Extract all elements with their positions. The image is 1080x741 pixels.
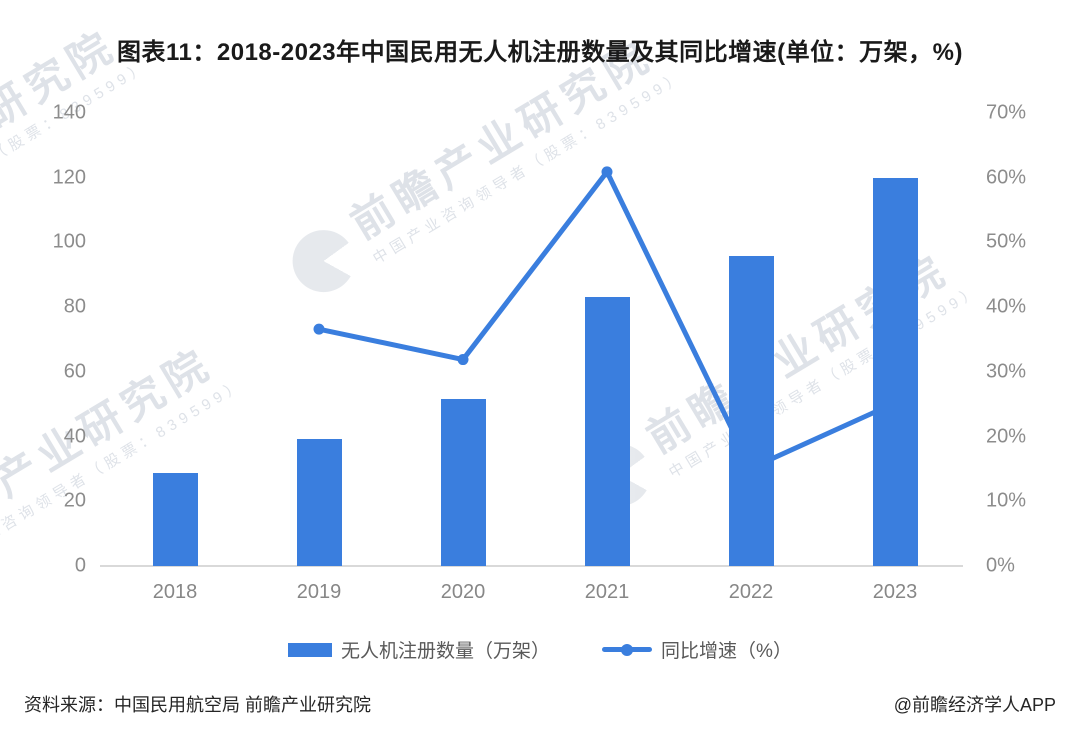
x-label-2023: 2023 bbox=[872, 581, 918, 603]
line-point-2021 bbox=[601, 166, 613, 178]
x-label-2019: 2019 bbox=[296, 581, 342, 603]
footer: 资料来源：中国民用航空局 前瞻产业研究院 @前瞻经济学人APP bbox=[24, 691, 1056, 717]
legend-label: 同比增速（%） bbox=[661, 641, 792, 662]
watermark-subtext: 中国产业咨询领导者（股票：839599） bbox=[666, 281, 984, 482]
bar-2019 bbox=[296, 439, 342, 566]
y-tick-left-0: 0 bbox=[74, 554, 86, 577]
watermark-text: 前瞻产业研究院 bbox=[638, 244, 957, 462]
line-point-2020 bbox=[457, 354, 469, 366]
x-label-2018: 2018 bbox=[152, 581, 198, 603]
y-tick-left-100: 100 bbox=[52, 230, 86, 253]
y-tick-left-80: 80 bbox=[63, 295, 86, 318]
y-tick-right-20%: 20% bbox=[986, 425, 1027, 448]
y-tick-left-140: 140 bbox=[52, 101, 86, 124]
x-label-2022: 2022 bbox=[728, 581, 774, 603]
credit-note: @前瞻经济学人APP bbox=[893, 695, 1056, 715]
watermark-subtext: 中国产业咨询领导者（股票：839599） bbox=[0, 57, 152, 258]
x-axis-line bbox=[100, 565, 963, 567]
y-tick-left-120: 120 bbox=[52, 166, 86, 189]
y-tick-right-70%: 70% bbox=[986, 101, 1027, 124]
bar-2021 bbox=[584, 296, 630, 566]
qianzhan-logo-icon bbox=[281, 218, 367, 304]
y-tick-right-60%: 60% bbox=[986, 166, 1027, 189]
source-note: 资料来源：中国民用航空局 前瞻产业研究院 bbox=[24, 695, 371, 715]
x-label-2021: 2021 bbox=[584, 581, 630, 603]
bar-2020 bbox=[440, 398, 486, 566]
y-tick-left-20: 20 bbox=[63, 489, 86, 512]
y-tick-right-50%: 50% bbox=[986, 230, 1027, 253]
bar-2023 bbox=[872, 178, 918, 566]
legend-item-registrations: 无人机注册数量（万架） bbox=[288, 636, 550, 663]
y-tick-right-0%: 0% bbox=[986, 554, 1015, 577]
y-tick-right-30%: 30% bbox=[986, 360, 1027, 383]
x-label-2020: 2020 bbox=[440, 581, 486, 603]
bar-2018 bbox=[152, 473, 198, 566]
bar-2022 bbox=[728, 256, 774, 566]
watermark: 前瞻产业研究院 中国产业咨询领导者（股票：839599） bbox=[575, 237, 984, 521]
line-swatch-icon bbox=[602, 643, 653, 656]
bar-swatch-icon bbox=[288, 642, 333, 657]
legend-label: 无人机注册数量（万架） bbox=[341, 641, 551, 662]
watermark-subtext: 中国产业咨询领导者（股票：839599） bbox=[0, 375, 248, 576]
y-tick-right-40%: 40% bbox=[986, 295, 1027, 318]
legend: 无人机注册数量（万架） 同比增速（%） bbox=[0, 636, 1080, 663]
y-tick-right-10%: 10% bbox=[986, 489, 1027, 512]
line-point-2019 bbox=[313, 323, 325, 335]
chart-title: 图表11：2018-2023年中国民用无人机注册数量及其同比增速(单位：万架，%… bbox=[117, 39, 963, 66]
y-tick-left-60: 60 bbox=[63, 360, 86, 383]
line-dot-icon bbox=[621, 643, 634, 656]
legend-item-growth: 同比增速（%） bbox=[602, 636, 792, 663]
watermark-subtext: 中国产业咨询领导者（股票：839599） bbox=[370, 67, 688, 268]
y-tick-left-40: 40 bbox=[63, 425, 86, 448]
